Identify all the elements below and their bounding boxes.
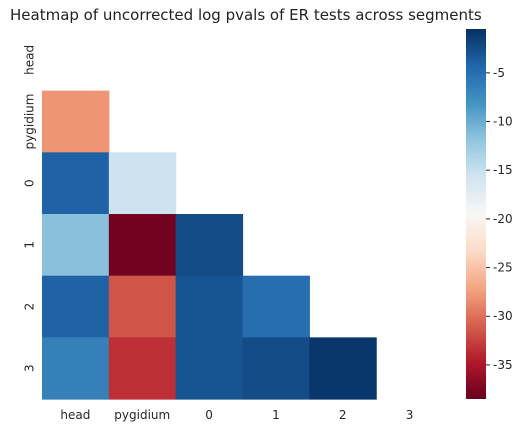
y-tick-label: 2 bbox=[23, 303, 37, 311]
x-tick-label: pygidium bbox=[114, 408, 170, 422]
heatmap-cell-1-pygidium bbox=[108, 214, 177, 277]
y-tick-label: 3 bbox=[23, 364, 37, 372]
heatmap-cell-3-2 bbox=[309, 337, 377, 400]
x-tick-label: 3 bbox=[406, 408, 414, 422]
y-tick-label: head bbox=[23, 45, 37, 75]
x-tick-label: 2 bbox=[339, 408, 347, 422]
colorbar-tick-label: -5 bbox=[493, 66, 505, 80]
colorbar-ticks: -5 -10 -15 -20 -25 -30 -35 bbox=[486, 66, 513, 372]
colorbar-tick-label: -35 bbox=[493, 358, 513, 372]
heatmap-cell-1-head bbox=[42, 214, 110, 277]
colorbar-tick-label: -15 bbox=[493, 163, 513, 177]
heatmap-cell-3-pygidium bbox=[108, 337, 177, 400]
x-tick-label: 0 bbox=[205, 408, 213, 422]
heatmap-cell-0-pygidium bbox=[108, 152, 177, 215]
colorbar-tick-label: -30 bbox=[493, 309, 513, 323]
colorbar-tick-label: -20 bbox=[493, 212, 513, 226]
y-tick-label: pygidium bbox=[23, 94, 37, 150]
y-tick-label: 1 bbox=[23, 241, 37, 249]
heatmap-cell-2-1 bbox=[242, 275, 310, 338]
heatmap-cell-1-0 bbox=[175, 214, 244, 277]
heatmap-cell-3-1 bbox=[242, 337, 310, 400]
heatmap-cell-3-head bbox=[42, 337, 110, 400]
colorbar-tick-label: -10 bbox=[493, 115, 513, 129]
heatmap-cell-3-0 bbox=[175, 337, 244, 400]
heatmap-cell-pygidium-head bbox=[42, 90, 110, 153]
heatmap-cells bbox=[42, 90, 377, 400]
heatmap-cell-0-head bbox=[42, 152, 110, 215]
chart-title: Heatmap of uncorrected log pvals of ER t… bbox=[10, 6, 482, 24]
x-tick-label: head bbox=[60, 408, 90, 422]
heatmap-cell-2-head bbox=[42, 275, 110, 338]
colorbar bbox=[466, 29, 486, 399]
colorbar-tick-label: -25 bbox=[493, 261, 513, 275]
x-tick-label: 1 bbox=[272, 408, 280, 422]
y-tick-labels: head pygidium 0 1 2 3 bbox=[23, 45, 37, 372]
y-tick-label: 0 bbox=[23, 179, 37, 187]
heatmap-cell-2-pygidium bbox=[108, 275, 177, 338]
heatmap-cell-2-0 bbox=[175, 275, 244, 338]
x-tick-labels: head pygidium 0 1 2 3 bbox=[60, 408, 413, 422]
